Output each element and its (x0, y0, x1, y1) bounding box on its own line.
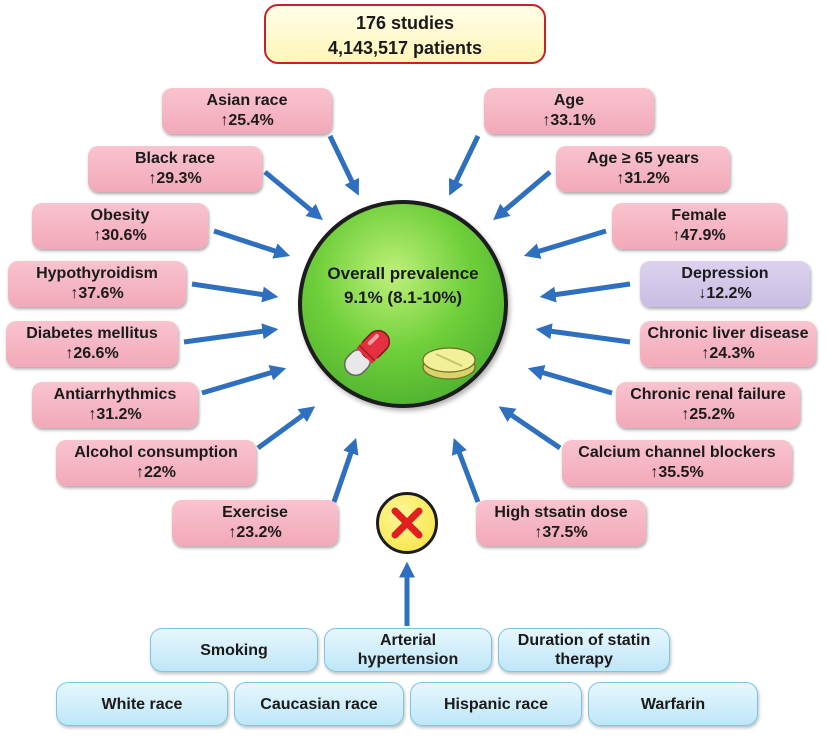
factor-chronic-liver-disease: Chronic liver disease ↑24.3% (640, 321, 816, 367)
factor-value: ↑35.5% (650, 464, 704, 481)
factor-value: ↑25.4% (220, 112, 274, 129)
no-association-icon (376, 492, 438, 554)
factor-age: Age ↑33.1% (484, 88, 654, 134)
no-effect-white-race: White race (56, 682, 228, 726)
factor-label: Black race (134, 150, 216, 167)
no-effect-label: Smoking (200, 641, 268, 659)
no-effect-label: Caucasian race (260, 695, 378, 713)
factor-black-race: Black race ↑29.3% (88, 146, 262, 192)
factor-chronic-renal-failure: Chronic renal failure ↑25.2% (616, 382, 800, 428)
factor-label: Chronic renal failure (630, 386, 786, 403)
factor-age-65: Age ≥ 65 years ↑31.2% (556, 146, 730, 192)
arrow-female (523, 228, 607, 259)
factor-label: Chronic liver disease (647, 325, 809, 342)
studies-count: 176 studies (355, 13, 455, 33)
factor-calcium-channel-blockers: Calcium channel blockers ↑35.5% (562, 440, 792, 486)
factor-obesity: Obesity ↑30.6% (32, 203, 208, 249)
factor-value: ↑30.6% (93, 227, 147, 244)
factor-label: Alcohol consumption (74, 444, 238, 461)
factor-depression: Depression ↓12.2% (640, 261, 810, 307)
factor-label: Calcium channel blockers (578, 444, 776, 461)
factor-label: Hypothyroidism (36, 265, 158, 282)
no-effect-duration-statin: Duration of statin therapy (498, 628, 670, 672)
arrow-asian-race (327, 134, 360, 196)
capsule-icon (343, 329, 391, 377)
factor-value: ↑29.3% (148, 170, 202, 187)
factor-value: ↑23.2% (228, 524, 282, 541)
no-effect-arterial-hypertension: Arterial hypertension (324, 628, 492, 672)
factor-label: Depression (681, 265, 769, 282)
factor-female: Female ↑47.9% (612, 203, 786, 249)
factor-value: ↑24.3% (701, 345, 755, 362)
arrow-exercise (331, 437, 359, 503)
no-effect-warfarin: Warfarin (588, 682, 758, 726)
no-effect-label: Duration of statin therapy (517, 632, 651, 668)
factor-high-statin-dose: High stsatin dose ↑37.5% (476, 500, 646, 546)
summary-header: 176 studies 4,143,517 patients (264, 4, 546, 64)
no-effect-label: Hispanic race (443, 695, 549, 713)
no-effect-hispanic-race: Hispanic race (410, 682, 582, 726)
arrow-hypothyroidism (191, 281, 279, 303)
factor-antiarrhythmics: Antiarrhythmics ↑31.2% (32, 382, 198, 428)
arrow-antiarrhythmics (201, 365, 287, 396)
factor-label: Obesity (90, 207, 150, 224)
factor-hypothyroidism: Hypothyroidism ↑37.6% (8, 261, 186, 307)
factor-label: Female (671, 207, 727, 224)
factor-value: ↑25.2% (681, 406, 735, 423)
arrow-liver (535, 323, 631, 345)
tablet-icon (422, 347, 476, 380)
no-effect-smoking: Smoking (150, 628, 318, 672)
factor-label: Exercise (222, 504, 288, 521)
arrow-age (448, 134, 481, 196)
factor-label: Age (553, 92, 585, 109)
arrow-black-race (263, 170, 323, 221)
arrow-alcohol (256, 406, 316, 451)
prevalence-value: 9.1% (8.1-10%) (343, 288, 463, 307)
factor-asian-race: Asian race ↑25.4% (162, 88, 332, 134)
arrow-age65 (493, 170, 552, 221)
factor-alcohol-consumption: Alcohol consumption ↑22% (56, 440, 256, 486)
arrow-depression (539, 281, 631, 303)
x-mark-icon (391, 507, 423, 539)
arrow-diabetes (183, 323, 279, 345)
factor-value: ↑37.5% (534, 524, 588, 541)
factor-value: ↓12.2% (698, 285, 752, 302)
factor-value: ↑26.6% (65, 345, 119, 362)
factor-diabetes-mellitus: Diabetes mellitus ↑26.6% (6, 321, 178, 367)
arrow-renal (527, 365, 613, 396)
arrow-ccb (498, 406, 562, 451)
factor-value: ↑22% (135, 464, 177, 481)
no-effect-label: White race (101, 695, 183, 713)
arrow-obesity (213, 228, 291, 259)
factor-value: ↑31.2% (88, 406, 142, 423)
factor-value: ↑31.2% (616, 170, 670, 187)
no-effect-label: Arterial hypertension (357, 632, 459, 668)
factor-value: ↑37.6% (70, 285, 124, 302)
patients-count: 4,143,517 patients (327, 38, 483, 58)
prevalence-title: Overall prevalence (327, 264, 479, 283)
factor-label: Age ≥ 65 years (587, 150, 699, 167)
factor-value: ↑47.9% (672, 227, 726, 244)
factor-label: Asian race (206, 92, 288, 109)
factor-label: High stsatin dose (494, 504, 628, 521)
factor-value: ↑33.1% (542, 112, 596, 129)
arrow-statin-dose (451, 438, 481, 503)
factor-exercise: Exercise ↑23.2% (172, 500, 338, 546)
no-effect-caucasian-race: Caucasian race (234, 682, 404, 726)
factor-label: Antiarrhythmics (53, 386, 177, 403)
no-effect-label: Warfarin (640, 695, 706, 713)
overall-prevalence-circle: Overall prevalence 9.1% (8.1-10%) (298, 200, 508, 408)
factor-label: Diabetes mellitus (26, 325, 158, 342)
